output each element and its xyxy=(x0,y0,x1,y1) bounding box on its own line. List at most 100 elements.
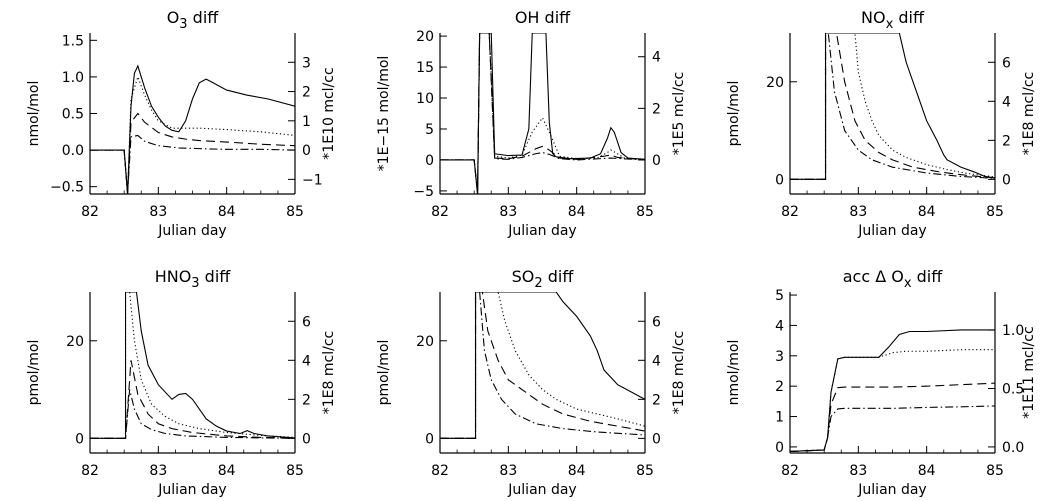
y-tick-label: 5 xyxy=(425,122,434,138)
y2-tick-label: 4 xyxy=(1002,94,1011,110)
y2-axis-label: *1E11 mcl/cc xyxy=(1021,326,1037,418)
y-tick-label: 20 xyxy=(416,29,434,45)
y-tick-label: 1.5 xyxy=(62,33,84,49)
series-line-dashdot xyxy=(440,33,645,194)
series-group xyxy=(790,33,995,180)
panel-title: OH diff xyxy=(515,8,571,27)
series-line-dashed xyxy=(90,360,295,439)
series-group xyxy=(440,33,645,194)
y2-tick-label: 3 xyxy=(302,55,311,71)
x-tick-label: 83 xyxy=(849,463,867,479)
panel-title: acc Δ Ox​ diff xyxy=(843,267,944,291)
x-axis-label: Julian day xyxy=(857,482,926,498)
panel-title: HNO3​ diff xyxy=(155,267,232,291)
x-tick-label: 83 xyxy=(149,463,167,479)
y2-tick-label: 4 xyxy=(302,353,311,369)
series-line-solid xyxy=(790,33,995,180)
y-axis-label: pmol/mol xyxy=(726,81,742,147)
series-line-dashed xyxy=(790,33,995,180)
y-tick-label: 0 xyxy=(775,440,784,456)
y2-tick-label: 4 xyxy=(652,353,661,369)
y-axis-label: nmol/mol xyxy=(726,340,742,406)
y2-axis-label: *1E8 mcl/cc xyxy=(321,331,337,414)
series-group xyxy=(440,292,645,439)
x-tick-label: 83 xyxy=(849,204,867,220)
series-line-solid xyxy=(90,64,295,194)
y-axis-label: pmol/mol xyxy=(26,340,42,406)
y-tick-label: 0 xyxy=(425,153,434,169)
series-line-solid xyxy=(440,33,645,194)
y-tick-label: 4 xyxy=(775,318,784,334)
y-tick-label: 2 xyxy=(775,379,784,395)
series-line-dashdot xyxy=(90,389,295,439)
y2-tick-label: 4 xyxy=(652,50,661,66)
y-axis-label: pmol/mol xyxy=(376,340,392,406)
x-tick-label: 82 xyxy=(431,463,449,479)
y-tick-label: 20 xyxy=(766,75,784,91)
x-tick-label: 84 xyxy=(568,204,586,220)
x-axis-label: Julian day xyxy=(507,482,576,498)
y-tick-label: 0 xyxy=(75,431,84,447)
x-axis-label: Julian day xyxy=(857,223,926,239)
series-line-dashdot xyxy=(790,33,995,180)
y-tick-label: 3 xyxy=(775,349,784,365)
x-tick-label: 85 xyxy=(636,463,654,479)
y2-tick-label: 0 xyxy=(652,153,661,169)
y-tick-label: 5 xyxy=(775,288,784,304)
x-tick-label: 82 xyxy=(81,204,99,220)
panel-1: 82 83 84 85 −5 0 5 10 15 20 0 2 4 OH diff Julian day *1… xyxy=(376,8,687,239)
series-line-dashed xyxy=(440,292,645,439)
x-tick-label: 83 xyxy=(499,204,517,220)
panel-5: 82 83 84 85 0 1 2 3 4 5 0.0 0.5 1.0 acc Δ Ox​ diff Jul… xyxy=(726,267,1037,498)
series-group xyxy=(90,292,295,439)
panel-title: SO2​ diff xyxy=(512,267,575,291)
y2-axis-label: *1E5 mcl/cc xyxy=(671,72,687,155)
x-tick-label: 82 xyxy=(81,463,99,479)
y2-tick-label: 6 xyxy=(302,314,311,330)
y2-tick-label: 0 xyxy=(652,431,661,447)
y-axis-label: nmol/mol xyxy=(26,81,42,147)
series-line-solid xyxy=(90,292,295,439)
series-group xyxy=(790,329,995,453)
y-tick-label: 10 xyxy=(416,91,434,107)
x-tick-label: 84 xyxy=(568,463,586,479)
series-line-solid xyxy=(790,329,995,453)
y-tick-label: 20 xyxy=(416,334,434,350)
x-tick-label: 84 xyxy=(918,204,936,220)
series-line-dashdot xyxy=(440,292,645,439)
y2-tick-label: 2 xyxy=(1002,133,1011,149)
x-tick-label: 85 xyxy=(636,204,654,220)
x-axis-label: Julian day xyxy=(507,223,576,239)
series-line-dotted xyxy=(790,349,995,453)
panel-4: 82 83 84 85 0 20 0 2 4 6 SO2​ diff Julian day pmol/m… xyxy=(376,267,687,498)
y-tick-label: 1.0 xyxy=(62,70,84,86)
y-tick-label: 0.0 xyxy=(62,143,84,159)
panel-title: O3​ diff xyxy=(167,8,220,32)
series-line-dotted xyxy=(90,292,295,439)
panel-0: 82 83 84 85 −0.5 0.0 0.5 1.0 1.5 −1 0 1 2 3 O3​ diff Ju… xyxy=(26,8,337,239)
y2-tick-label: 0.5 xyxy=(1002,382,1024,398)
y2-tick-label: 0 xyxy=(302,143,311,159)
series-line-dotted xyxy=(90,75,295,194)
x-tick-label: 83 xyxy=(149,204,167,220)
x-tick-label: 83 xyxy=(499,463,517,479)
y2-tick-label: 1 xyxy=(302,114,311,130)
panel-title: NOx​ diff xyxy=(861,8,925,32)
y-tick-label: −0.5 xyxy=(50,180,84,196)
y2-axis-label: *1E10 mcl/cc xyxy=(321,67,337,159)
y2-tick-label: 2 xyxy=(302,85,311,101)
x-tick-label: 82 xyxy=(431,204,449,220)
y2-tick-label: −1 xyxy=(302,172,323,188)
y-tick-label: 0 xyxy=(775,172,784,188)
x-tick-label: 82 xyxy=(781,204,799,220)
y2-axis-label: *1E8 mcl/cc xyxy=(1021,72,1037,155)
y2-tick-label: 2 xyxy=(652,392,661,408)
x-tick-label: 85 xyxy=(286,463,304,479)
x-axis-label: Julian day xyxy=(157,482,226,498)
y2-tick-label: 1.0 xyxy=(1002,323,1024,339)
panel-2: 82 83 84 85 0 20 0 2 4 6 NOx​ diff Julian day pmol/m… xyxy=(726,8,1037,239)
x-tick-label: 84 xyxy=(218,204,236,220)
y2-tick-label: 0 xyxy=(1002,172,1011,188)
y2-axis-label: *1E8 mcl/cc xyxy=(671,331,687,414)
series-line-dashdot xyxy=(790,405,995,453)
